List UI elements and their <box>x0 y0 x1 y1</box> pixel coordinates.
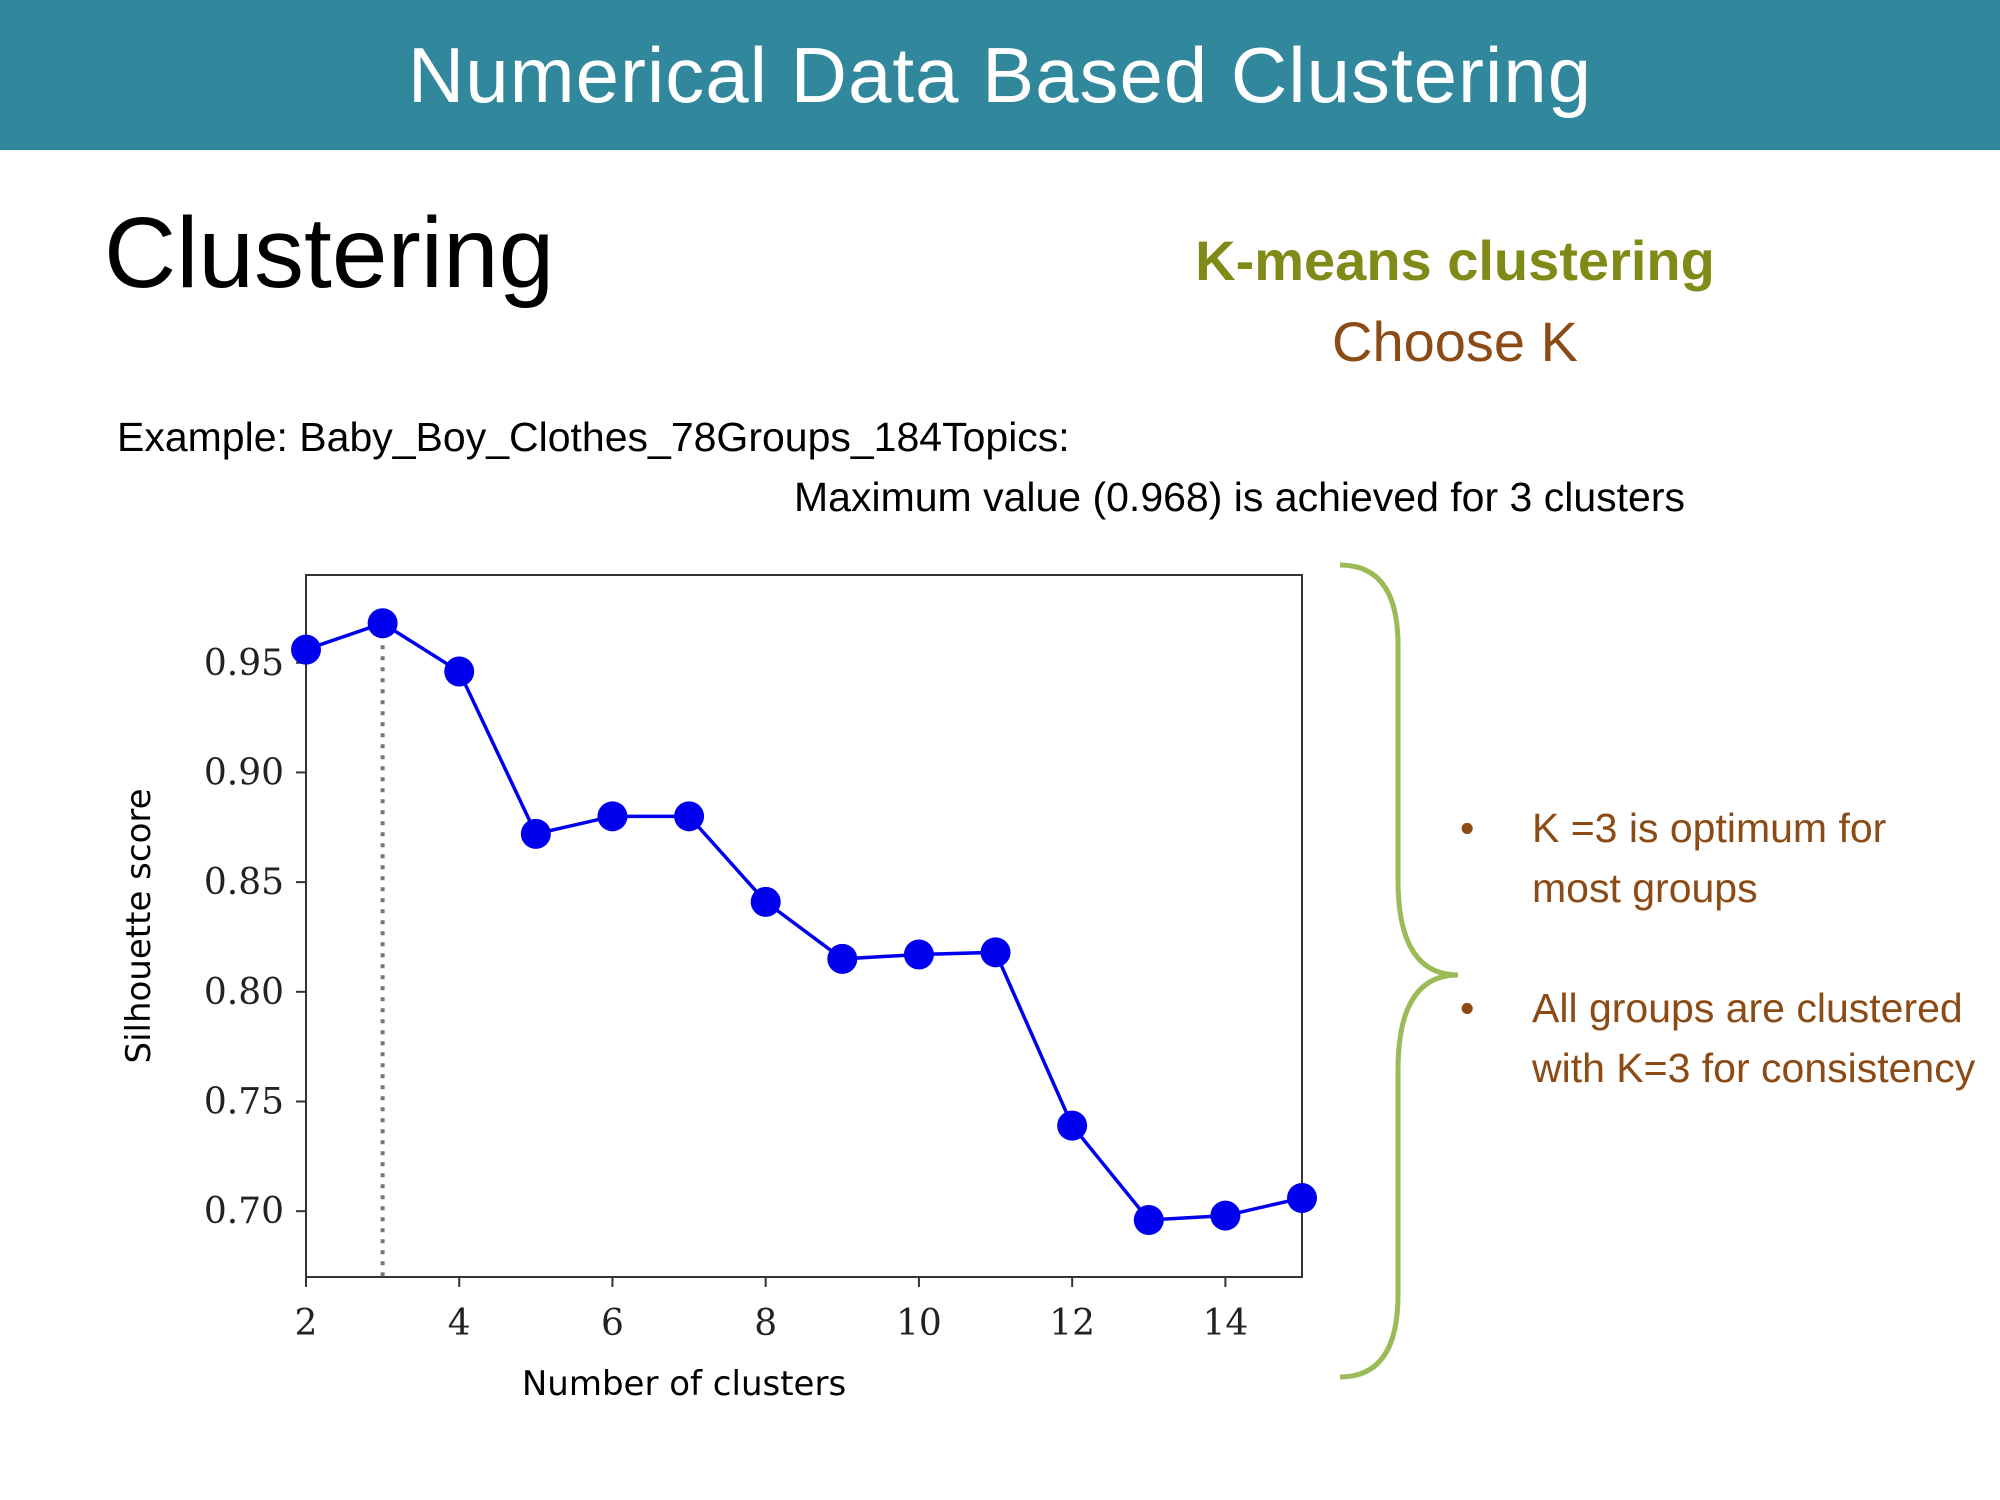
bullet-marker: • <box>1460 985 1475 1031</box>
data-point <box>1210 1200 1241 1231</box>
bullet-list: • K =3 is optimum for most groups • All … <box>1460 798 1980 1158</box>
curly-brace <box>1339 562 1459 1380</box>
data-point <box>291 634 321 665</box>
y-tick-label: 0.85 <box>204 862 284 903</box>
method-block: K-means clustering Choose K <box>1100 222 1810 384</box>
maximum-note: Maximum value (0.968) is achieved for 3 … <box>794 474 1685 520</box>
method-subtitle: Choose K <box>1332 310 1578 373</box>
x-tick-label: 14 <box>1202 1303 1248 1344</box>
data-point <box>827 943 858 974</box>
data-point <box>903 939 934 970</box>
title-banner: Numerical Data Based Clustering <box>0 0 2000 150</box>
data-point <box>1133 1204 1164 1235</box>
x-tick-label: 12 <box>1049 1303 1095 1344</box>
method-title: K-means clustering <box>1195 229 1715 292</box>
banner-title: Numerical Data Based Clustering <box>407 30 1593 119</box>
x-tick-label: 6 <box>601 1303 624 1344</box>
example-label: Example: Baby_Boy_Clothes_78Groups_184To… <box>117 414 1070 460</box>
data-point <box>444 656 475 687</box>
bullet-marker: • <box>1460 805 1475 851</box>
data-point <box>1057 1110 1088 1141</box>
y-tick-label: 0.90 <box>204 752 284 793</box>
x-tick-label: 2 <box>295 1303 318 1344</box>
bullet-item: • K =3 is optimum for most groups <box>1460 798 1980 918</box>
bullet-text: K =3 is optimum for most groups <box>1532 805 1887 911</box>
series-line <box>305 621 1303 1222</box>
data-point <box>367 608 398 639</box>
bullet-text: All groups are clustered with K=3 for co… <box>1532 985 1976 1091</box>
silhouette-chart: 0.70 0.75 0.80 0.85 0.90 0.95 2 4 6 8 10 12 14 Silhou… <box>119 574 1317 1404</box>
data-point <box>750 886 781 917</box>
data-point <box>980 937 1011 968</box>
data-point <box>520 818 551 849</box>
y-tick-label: 0.75 <box>204 1082 284 1123</box>
y-tick-label: 0.80 <box>204 972 284 1013</box>
y-axis-label: Silhouette score <box>119 788 159 1063</box>
y-tick-label: 0.70 <box>204 1191 284 1232</box>
x-tick-label: 4 <box>448 1303 471 1344</box>
data-point <box>597 801 628 832</box>
y-tick-label: 0.95 <box>204 643 284 684</box>
bullet-item: • All groups are clustered with K=3 for … <box>1460 978 1980 1098</box>
x-tick-label: 8 <box>754 1303 777 1344</box>
data-point <box>674 801 705 832</box>
slide-heading: Clustering <box>104 197 555 309</box>
data-point <box>1287 1183 1317 1214</box>
x-tick-label: 10 <box>896 1303 942 1344</box>
plot-frame <box>305 574 1303 1278</box>
x-axis-label: Number of clusters <box>522 1364 846 1404</box>
